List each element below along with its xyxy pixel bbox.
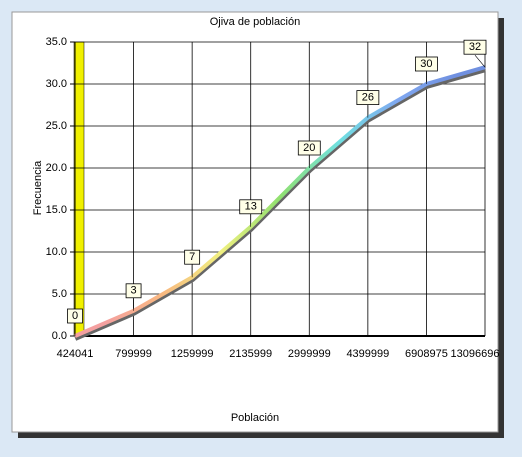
data-label-box	[239, 199, 263, 215]
data-label: 20	[303, 142, 315, 154]
data-label-box	[297, 140, 321, 156]
x-tick-label: 2999999	[288, 348, 331, 360]
data-label-box	[463, 39, 487, 55]
x-tick-label: 2135999	[229, 348, 272, 360]
data-label: 7	[189, 251, 195, 263]
data-label-box	[125, 283, 142, 299]
y-tick-label: 5.0	[52, 288, 67, 300]
data-label: 13	[245, 201, 257, 213]
x-tick-label: 4399999	[346, 348, 389, 360]
x-axis-label: Población	[231, 412, 279, 424]
data-label: 3	[131, 285, 137, 297]
x-tick-label: 1259999	[171, 348, 214, 360]
x-tick-label: 424041	[57, 348, 94, 360]
data-label-box	[67, 308, 83, 324]
y-tick-label: 25.0	[46, 120, 67, 132]
y-tick-label: 15.0	[46, 204, 67, 216]
data-label: 32	[469, 41, 481, 53]
data-label-box	[356, 90, 380, 105]
data-line	[74, 65, 486, 338]
y-tick-label: 10.0	[46, 246, 67, 258]
data-label: 0	[72, 310, 78, 322]
data-label: 30	[420, 58, 432, 70]
y-tick-label: 20.0	[46, 162, 67, 174]
y-axis-label: Frecuencia	[32, 160, 44, 215]
y-tick-label: 0.0	[52, 330, 67, 342]
x-tick-label: 799999	[115, 348, 152, 360]
data-label: 26	[362, 92, 374, 104]
y-tick-label: 30.0	[46, 78, 67, 90]
x-tick-label: 6908975	[405, 348, 448, 360]
y-tick-label: 35.0	[46, 36, 67, 48]
label-leader	[474, 55, 486, 68]
data-label-box	[415, 56, 438, 72]
x-tick-label: 13096696	[451, 348, 500, 360]
chart-title: Ojiva de población	[210, 16, 301, 28]
data-label-box	[184, 249, 201, 265]
